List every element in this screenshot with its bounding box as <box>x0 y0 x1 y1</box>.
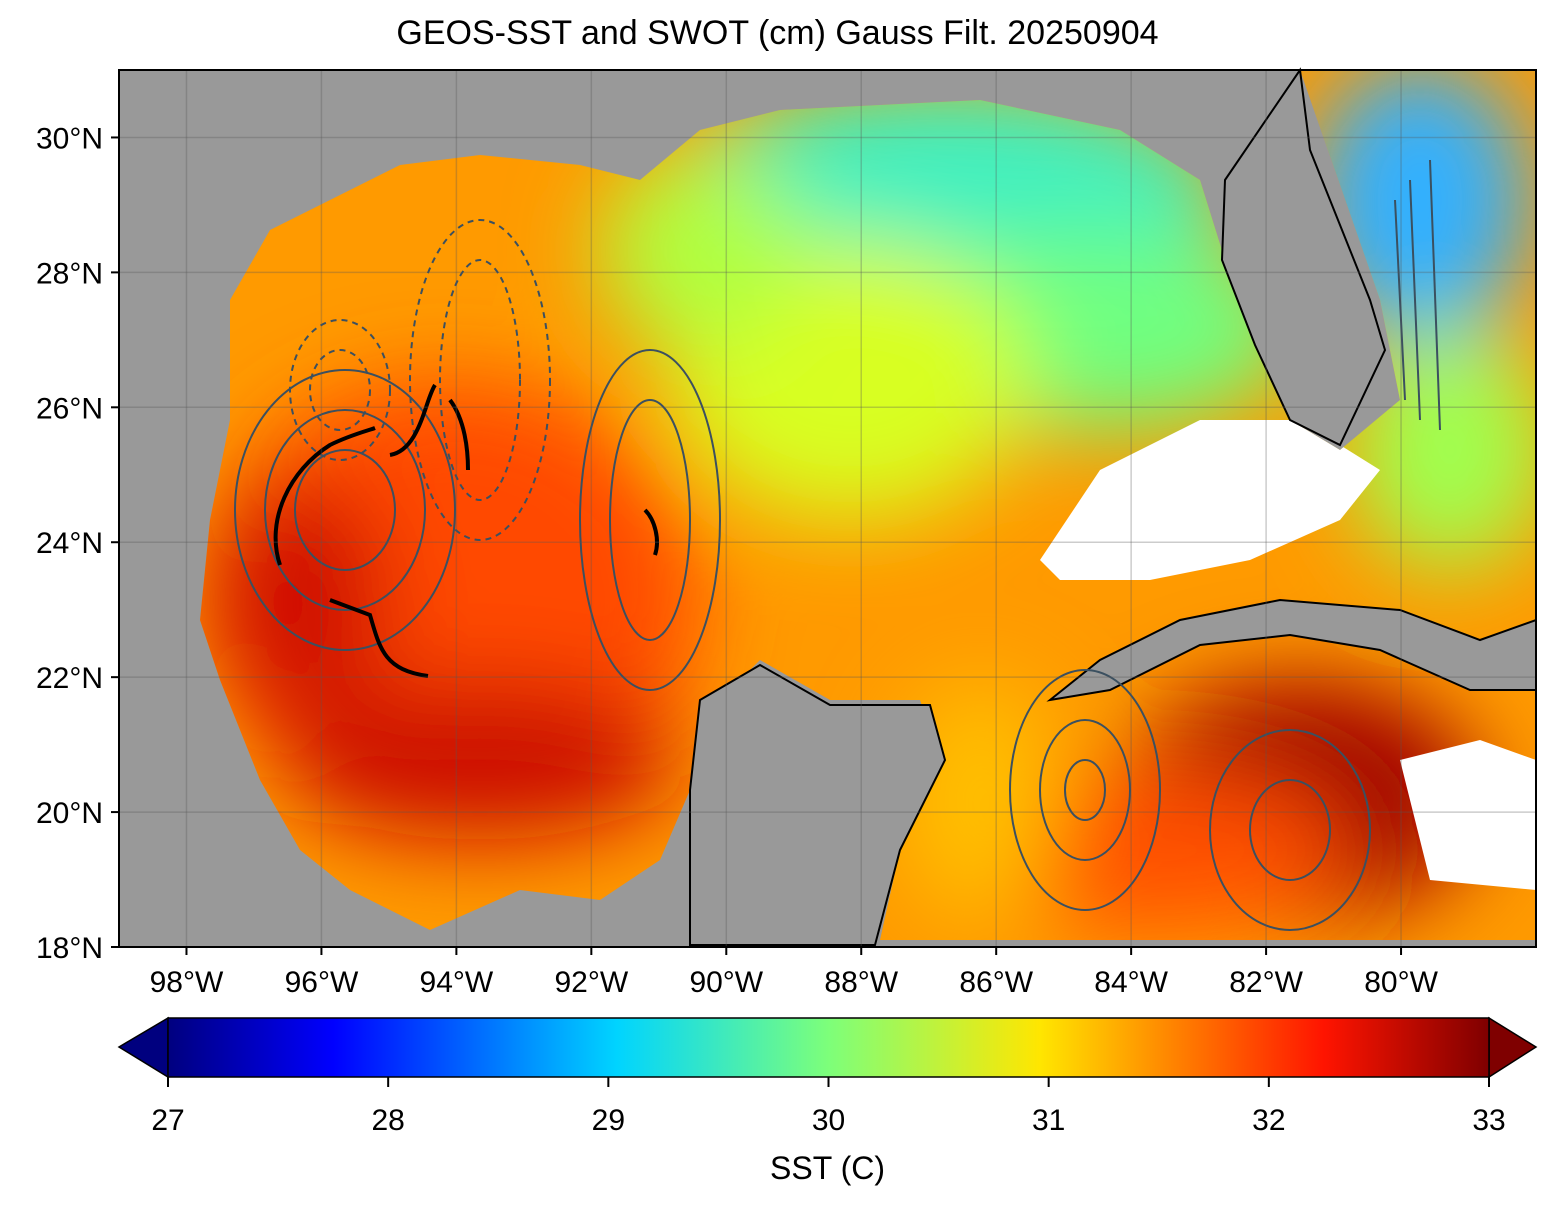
colorbar-tick-label: 28 <box>371 1104 404 1137</box>
colorbar-extend-low <box>117 1016 169 1079</box>
y-axis: 30°N 28°N 26°N 24°N 22°N 20°N 18°N <box>36 122 119 965</box>
colorbar-tick-label: 31 <box>1032 1104 1065 1137</box>
x-tick-label: 88°W <box>824 966 898 999</box>
y-tick-label: 30°N <box>36 122 103 155</box>
x-tick-label: 96°W <box>285 966 359 999</box>
x-tick-label: 92°W <box>554 966 628 999</box>
map-frame <box>118 69 1537 948</box>
x-tick-label: 86°W <box>959 966 1033 999</box>
y-tick-label: 22°N <box>36 662 103 695</box>
colorbar-tick-label: 30 <box>812 1104 845 1137</box>
swot-contours <box>234 159 1441 931</box>
x-tick-label: 82°W <box>1229 966 1303 999</box>
swot-strong-contours <box>273 383 659 678</box>
colorbar-tick-label: 32 <box>1252 1104 1285 1137</box>
x-tick-label: 98°W <box>150 966 224 999</box>
y-tick-label: 24°N <box>36 527 103 560</box>
colorbar-extend-high <box>1488 1016 1538 1079</box>
x-tick-label: 94°W <box>420 966 494 999</box>
x-tick-label: 84°W <box>1094 966 1168 999</box>
y-tick-label: 26°N <box>36 392 103 425</box>
land-masses <box>689 67 1537 946</box>
y-tick-label: 20°N <box>36 797 103 830</box>
colorbar: 27 28 29 30 31 32 33 <box>117 1016 1538 1137</box>
missing-data-patch <box>1400 740 1536 890</box>
sst-field <box>200 70 1536 940</box>
colorbar-gradient <box>167 1017 1490 1078</box>
colorbar-tick-label: 27 <box>151 1104 184 1137</box>
colorbar-tick-label: 33 <box>1472 1104 1505 1137</box>
chart-title: GEOS-SST and SWOT (cm) Gauss Filt. 20250… <box>396 14 1159 52</box>
colorbar-tick-label: 29 <box>592 1104 625 1137</box>
yucatan-land <box>689 663 947 946</box>
y-tick-label: 28°N <box>36 257 103 290</box>
colorbar-label: SST (C) <box>770 1150 885 1186</box>
x-tick-label: 90°W <box>689 966 763 999</box>
x-tick-label: 80°W <box>1364 966 1438 999</box>
x-axis: 98°W 96°W 94°W 92°W 90°W 88°W 86°W 84°W 82°W 80°W <box>150 947 1439 999</box>
missing-data-patch <box>1040 420 1380 580</box>
florida-land <box>1220 67 1387 447</box>
y-tick-label: 18°N <box>36 932 103 965</box>
